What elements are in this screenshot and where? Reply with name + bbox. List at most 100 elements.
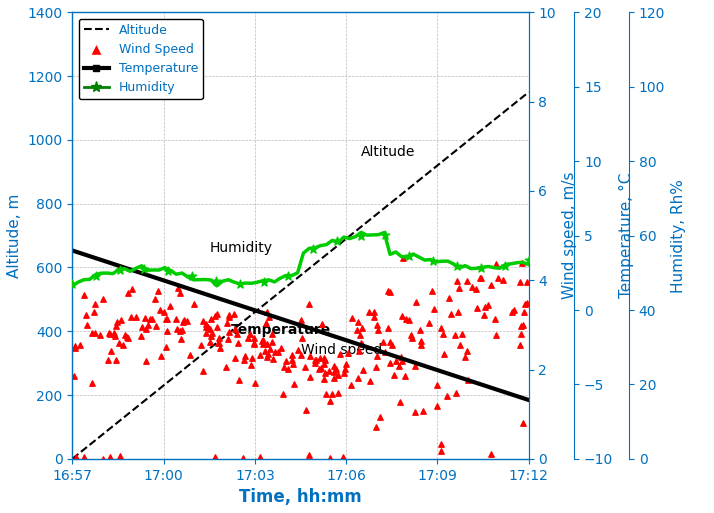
Wind Speed <box>475 274 486 282</box>
Wind Speed <box>353 347 364 355</box>
Wind Speed <box>332 388 343 397</box>
Altitude <box>319 254 328 260</box>
Wind Speed <box>211 323 223 331</box>
Wind Speed <box>378 338 389 346</box>
Wind Speed <box>110 322 121 330</box>
Temperature <box>524 397 533 403</box>
Wind Speed <box>300 363 311 371</box>
Wind Speed <box>386 341 398 349</box>
Wind Speed <box>262 350 273 358</box>
Wind Speed <box>170 315 181 323</box>
Wind Speed <box>94 331 105 340</box>
Wind Speed <box>516 329 527 338</box>
Wind Speed <box>115 452 126 460</box>
Wind Speed <box>395 353 406 361</box>
Wind Speed <box>296 333 307 342</box>
Wind Speed <box>201 320 212 328</box>
Wind Speed <box>474 274 486 282</box>
Altitude <box>301 269 309 275</box>
Point <box>187 272 198 281</box>
Altitude <box>208 344 216 350</box>
Wind Speed <box>296 316 307 324</box>
Wind Speed <box>435 440 446 448</box>
Wind Speed <box>318 354 330 362</box>
Point <box>475 264 486 272</box>
Wind Speed <box>233 376 245 384</box>
Wind Speed <box>261 308 273 317</box>
Wind Speed <box>356 340 368 348</box>
Altitude <box>189 359 198 365</box>
Wind Speed <box>109 330 120 338</box>
Altitude <box>413 179 421 185</box>
Altitude <box>329 246 338 252</box>
Wind Speed <box>111 318 122 326</box>
Altitude <box>96 433 104 440</box>
Wind Speed <box>521 299 533 307</box>
Wind Speed <box>375 413 386 421</box>
Temperature <box>473 380 481 386</box>
Wind Speed <box>256 337 267 345</box>
Altitude <box>282 284 291 290</box>
Altitude <box>105 426 114 432</box>
Wind Speed <box>176 335 187 343</box>
Altitude <box>441 156 449 163</box>
Wind Speed <box>136 323 148 331</box>
Wind Speed <box>221 363 232 371</box>
Wind Speed <box>141 325 152 333</box>
Text: Altitude: Altitude <box>361 145 416 159</box>
Wind Speed <box>109 332 121 340</box>
Altitude <box>68 456 76 462</box>
Altitude <box>524 89 533 95</box>
Wind Speed <box>379 347 391 356</box>
Wind Speed <box>214 344 226 352</box>
Wind Speed <box>197 367 208 376</box>
Wind Speed <box>472 304 483 312</box>
Wind Speed <box>122 289 134 298</box>
Wind Speed <box>283 365 294 373</box>
Wind Speed <box>122 333 134 342</box>
Wind Speed <box>213 333 225 342</box>
Wind Speed <box>146 315 158 324</box>
Wind Speed <box>337 452 348 461</box>
Wind Speed <box>461 347 473 356</box>
Wind Speed <box>211 309 223 318</box>
Altitude <box>254 306 263 312</box>
Wind Speed <box>178 316 189 324</box>
Wind Speed <box>280 357 291 365</box>
Point <box>499 262 511 270</box>
Wind Speed <box>89 308 100 316</box>
Wind Speed <box>415 326 426 334</box>
Wind Speed <box>177 319 188 327</box>
Wind Speed <box>184 351 196 359</box>
Wind Speed <box>223 334 234 343</box>
Line: Altitude: Altitude <box>72 92 528 459</box>
Wind Speed <box>145 314 156 323</box>
Y-axis label: Wind speed, m/s: Wind speed, m/s <box>562 172 577 300</box>
Wind Speed <box>331 365 342 373</box>
Wind Speed <box>415 341 426 349</box>
Wind Speed <box>453 308 464 316</box>
Wind Speed <box>80 311 91 319</box>
Point <box>307 245 318 253</box>
Wind Speed <box>321 389 332 398</box>
Wind Speed <box>171 325 182 333</box>
Altitude <box>394 194 403 200</box>
Wind Speed <box>78 452 89 461</box>
Wind Speed <box>333 371 344 380</box>
Wind Speed <box>445 310 456 318</box>
Altitude <box>357 224 366 230</box>
Wind Speed <box>86 379 98 387</box>
Wind Speed <box>254 351 266 359</box>
Wind Speed <box>328 368 339 376</box>
Point <box>258 278 270 286</box>
Wind Speed <box>173 284 184 292</box>
Point <box>403 252 414 260</box>
Humidity <box>386 251 394 258</box>
Wind Speed <box>390 357 401 365</box>
Wind Speed <box>278 389 289 398</box>
Wind Speed <box>304 373 316 381</box>
Wind Speed <box>309 356 321 364</box>
Altitude <box>152 388 161 394</box>
Altitude <box>366 216 375 223</box>
Wind Speed <box>68 372 79 380</box>
